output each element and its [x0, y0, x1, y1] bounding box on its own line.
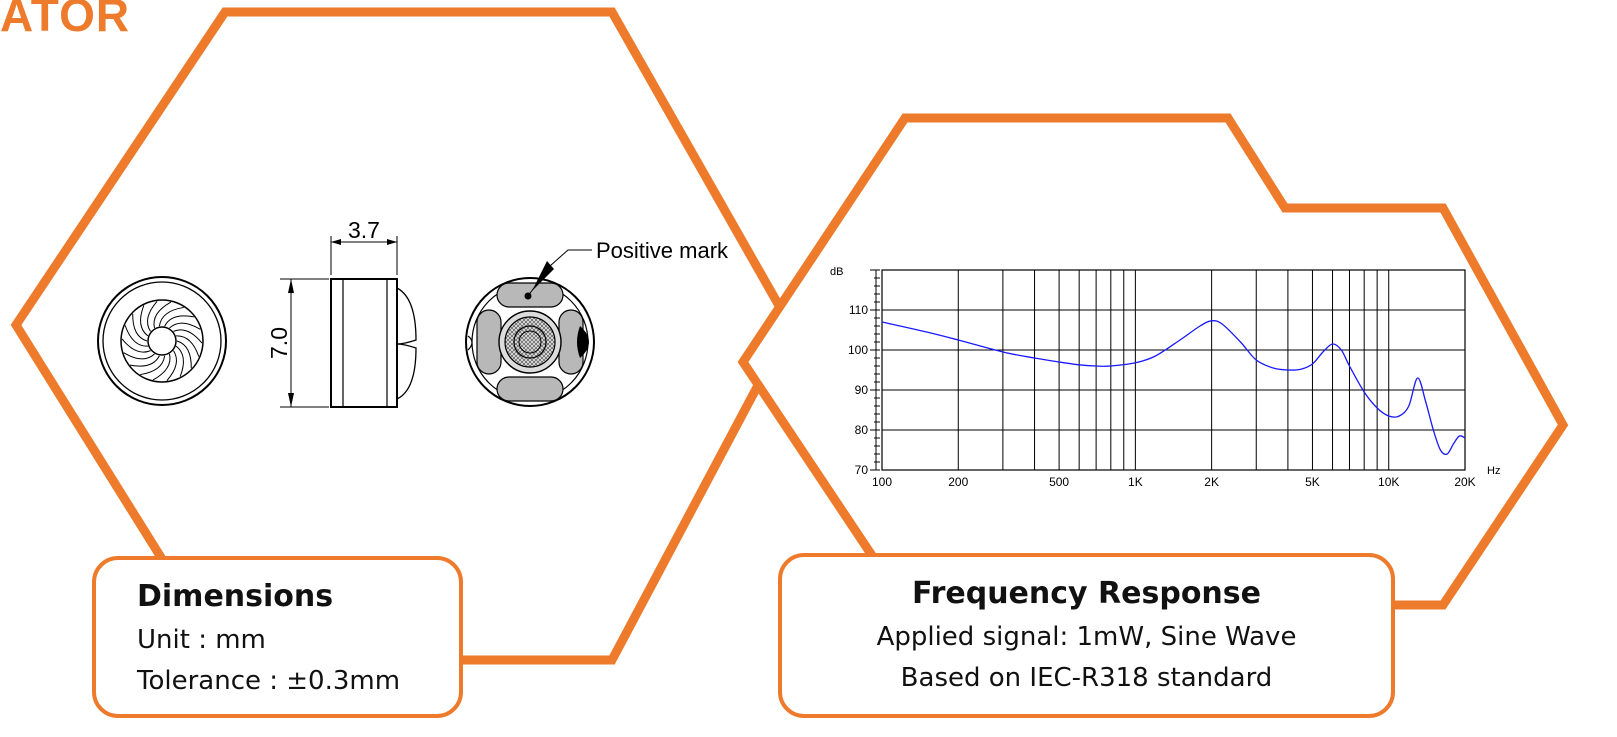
fan-blade: [152, 353, 171, 381]
fan-blade: [153, 301, 172, 329]
fan-blade: [166, 350, 177, 382]
x-tick-label: 5K: [1305, 475, 1320, 489]
y-axis-unit: dB: [830, 266, 843, 278]
fan-blade: [147, 300, 158, 332]
hexagon-frame-right: [737, 113, 1569, 610]
fan-blade: [132, 313, 148, 342]
unit-text: Unit : mm: [137, 625, 266, 655]
positive-mark-label: Positive mark: [596, 238, 729, 263]
fan-blade: [164, 315, 195, 327]
x-tick-label: 2K: [1204, 475, 1219, 489]
frequency-response-title: Frequency Response: [912, 576, 1261, 611]
fan-blade: [121, 338, 151, 353]
fan-blade: [140, 305, 149, 337]
x-tick-label: 20K: [1454, 475, 1475, 489]
fan-blade: [175, 345, 184, 377]
y-tick-label: 90: [855, 383, 869, 397]
x-tick-label: 10K: [1378, 475, 1399, 489]
applied-signal-text: Applied signal: 1mW, Sine Wave: [876, 622, 1297, 652]
frequency-response-chart: 70 80 90 100 110 100 200 500 1K 2K 5K 10K 20K dB Hz: [830, 266, 1500, 489]
dimensions-card: Dimensions Unit : mm Tolerance : ±0.3mm: [92, 556, 463, 718]
brand-title: ATOR: [0, 0, 131, 41]
x-tick-label: 100: [872, 475, 892, 489]
frequency-response-card: Frequency Response Applied signal: 1mW, …: [778, 553, 1395, 718]
y-tick-label: 80: [855, 423, 869, 437]
x-axis-unit: Hz: [1487, 465, 1500, 477]
y-tick-label: 100: [848, 343, 868, 357]
positive-mark-leader: [527, 249, 592, 297]
fan-blade: [169, 322, 201, 330]
fan-blade: [124, 325, 148, 347]
speaker-front-view: [97, 276, 227, 406]
x-tick-label: 500: [1049, 475, 1069, 489]
fan-blade: [140, 355, 166, 376]
x-tick-label: 1K: [1128, 475, 1143, 489]
fan-blade: [176, 340, 192, 369]
speaker-back-view: [465, 277, 595, 407]
fan-blade: [158, 306, 184, 327]
response-curve-series: [881, 320, 1466, 456]
speaker-side-view: [280, 236, 417, 408]
diameter-label: 7.0: [266, 327, 292, 359]
y-tick-label: 110: [849, 303, 868, 317]
x-tick-label: 200: [948, 475, 968, 489]
fan-blade: [129, 355, 160, 367]
fan-blade: [173, 329, 203, 344]
hexagon-frame-left: [10, 7, 796, 665]
thickness-label: 3.7: [348, 217, 380, 243]
fan-blade: [176, 335, 200, 357]
tolerance-text: Tolerance : ±0.3mm: [137, 666, 401, 696]
dimensions-title: Dimensions: [137, 579, 334, 614]
fan-blade: [123, 352, 155, 360]
standard-text: Based on IEC-R318 standard: [900, 663, 1273, 693]
y-tick-label: 70: [855, 463, 869, 477]
